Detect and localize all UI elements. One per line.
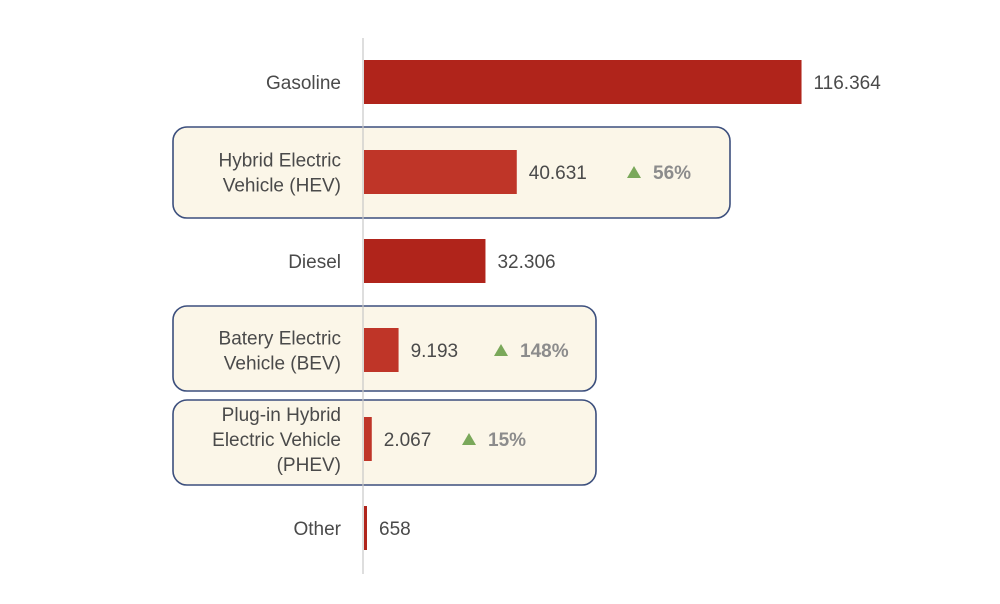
bar [364, 150, 517, 194]
change-label: 56% [653, 163, 691, 184]
up-triangle-icon [627, 166, 641, 178]
bar [364, 60, 802, 104]
bar [364, 239, 486, 283]
bars [364, 60, 802, 550]
category-label: Gasoline [266, 73, 341, 94]
value-label: 32.306 [497, 252, 555, 273]
bar [364, 506, 367, 550]
category-label: Other [293, 519, 341, 540]
category-label: Batery Electric Vehicle (BEV) [219, 329, 341, 375]
bar [364, 328, 399, 372]
value-label: 116.364 [814, 73, 882, 94]
change-label: 15% [488, 430, 526, 451]
category-label: Hybrid Electric Vehicle (HEV) [219, 151, 341, 197]
category-label: Diesel [288, 252, 341, 273]
highlight-box [172, 399, 597, 486]
up-triangle-icon [462, 433, 476, 445]
up-triangle-icon [494, 344, 508, 356]
bar [364, 417, 372, 461]
value-label: 40.631 [529, 163, 587, 184]
value-label: 9.193 [411, 341, 459, 362]
change-label: 148% [520, 341, 569, 362]
category-label: Plug-in Hybrid Electric Vehicle (PHEV) [212, 405, 341, 476]
value-label: 658 [379, 519, 411, 540]
value-label: 2.067 [384, 430, 432, 451]
labels: Gasoline 116.364 Hybrid Electric Vehicle (H… [212, 73, 881, 540]
